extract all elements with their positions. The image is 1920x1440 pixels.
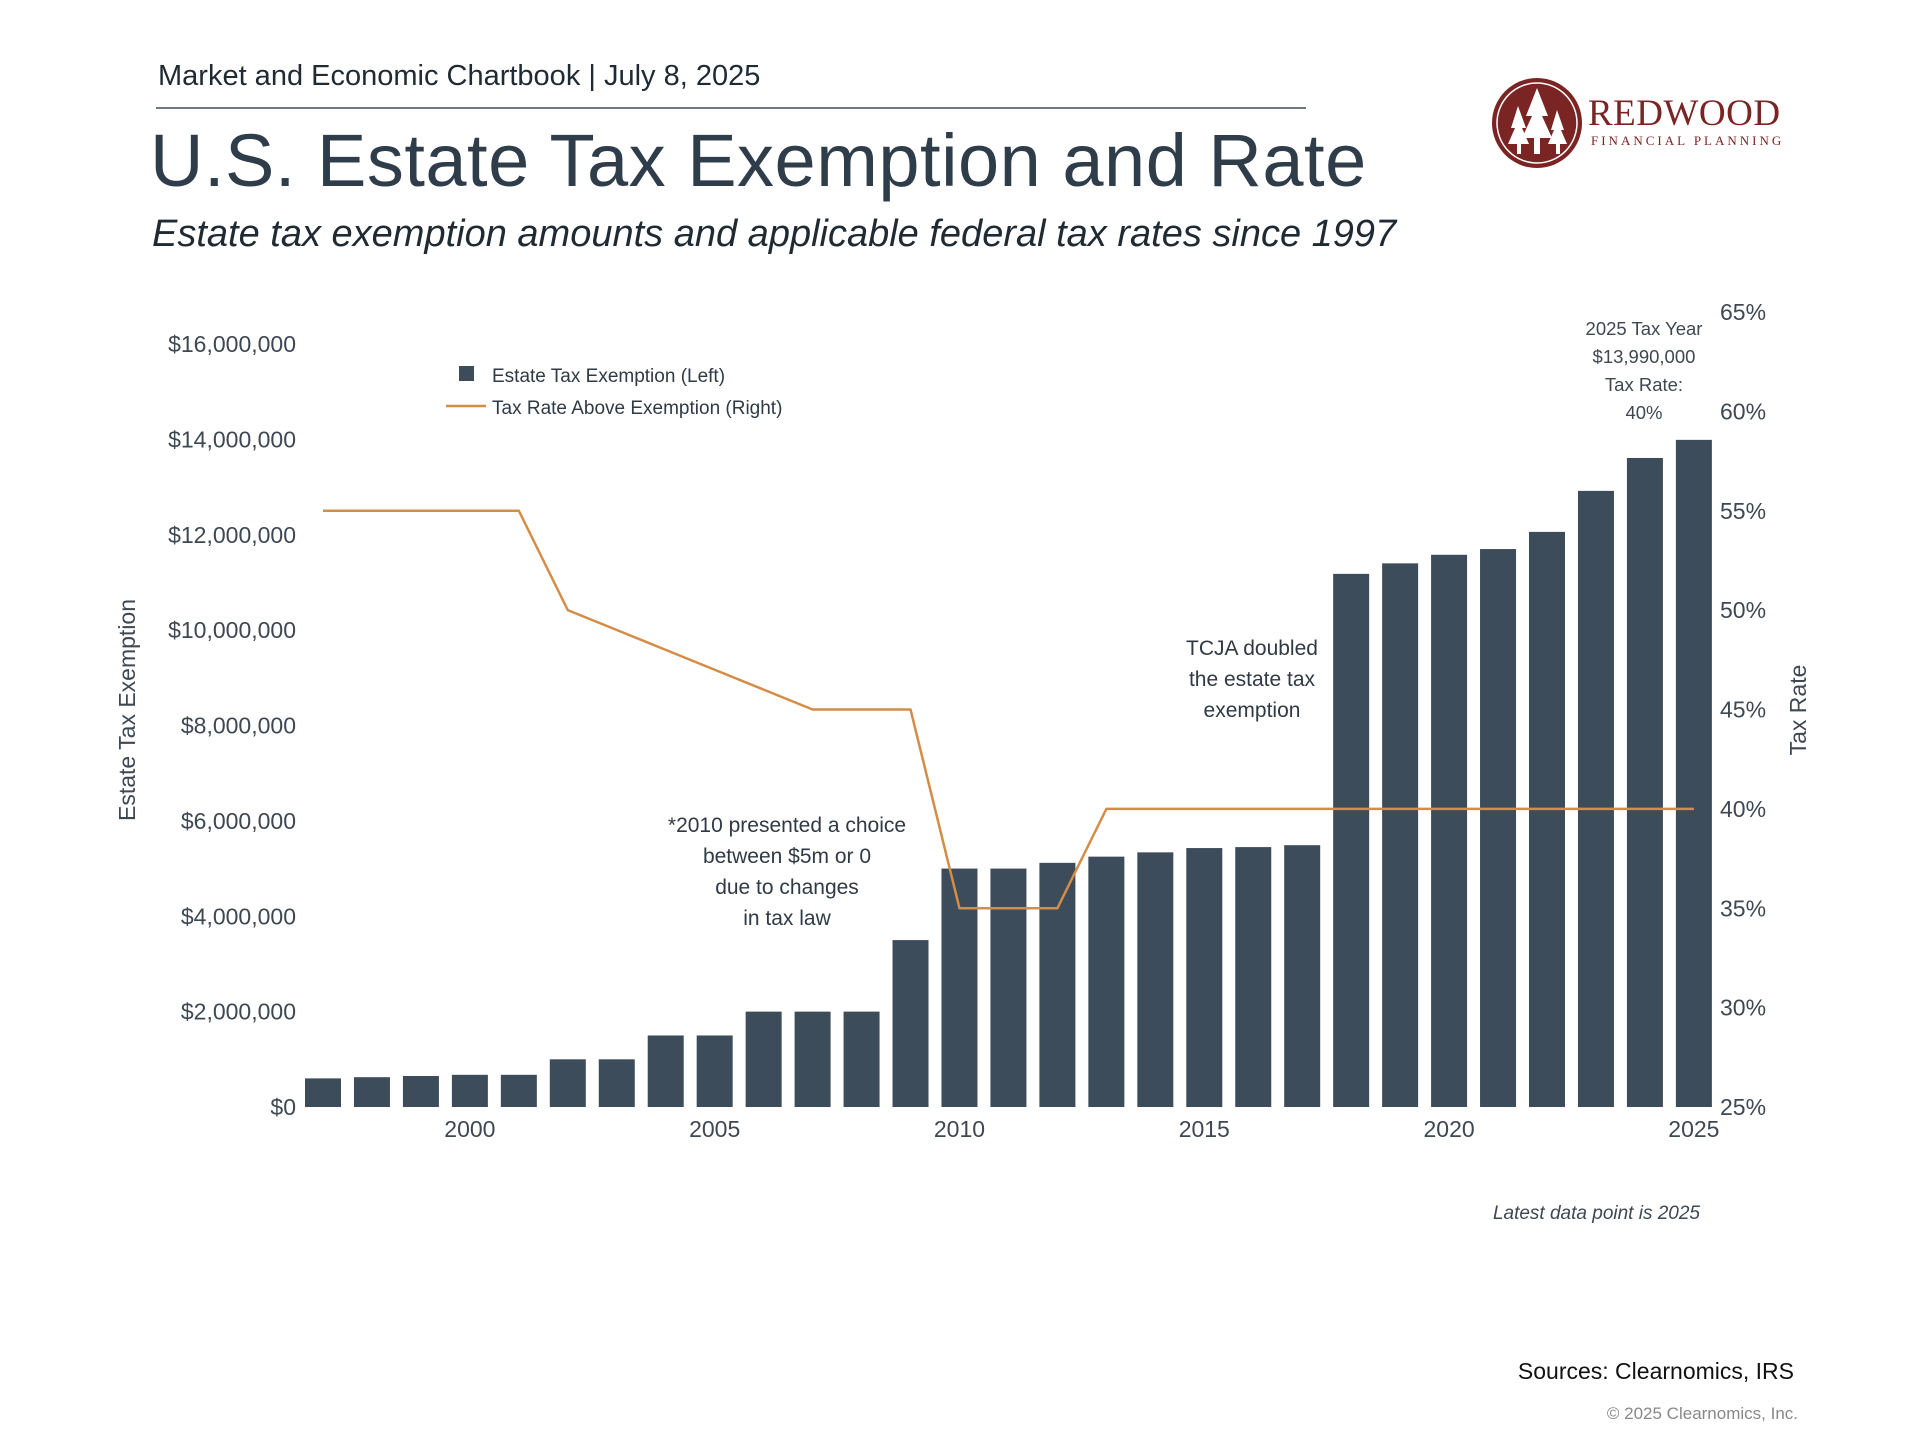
latest-data-note: Latest data point is 2025 (1493, 1203, 1700, 1224)
legend-bar-label: Estate Tax Exemption (Left) (492, 366, 725, 387)
tax-rate-line (323, 509, 1694, 910)
y-right-tick-label: 60% (1720, 398, 1766, 424)
bar-2022 (1529, 531, 1565, 1107)
annotation-tcja: TCJA doubled (1186, 637, 1318, 660)
y-right-tick-label: 25% (1720, 1094, 1766, 1120)
y-left-tick-label: $12,000,000 (168, 522, 296, 548)
y-right-tick-label: 65% (1720, 299, 1766, 325)
bar-1997 (305, 1078, 341, 1107)
bar-2005 (696, 1035, 733, 1107)
annotation-latest: Tax Rate: (1605, 374, 1683, 395)
bar-2012 (1039, 862, 1076, 1107)
annotation-tcja: the estate tax (1189, 668, 1316, 691)
bar-2011 (990, 868, 1027, 1107)
bar-2003 (598, 1059, 635, 1107)
x-tick-label: 2015 (1179, 1116, 1230, 1142)
y-left-tick-label: $8,000,000 (181, 713, 296, 739)
y-right-tick-label: 55% (1720, 498, 1766, 524)
bar-2001 (500, 1074, 537, 1107)
bar-2000 (451, 1074, 488, 1107)
chart-subtitle: Estate tax exemption amounts and applica… (152, 213, 1397, 255)
copyright-note: © 2025 Clearnomics, Inc. (1606, 1404, 1798, 1423)
y-left-tick-label: $0 (270, 1094, 296, 1120)
header-rule (156, 107, 1306, 109)
bar-2002 (549, 1059, 586, 1107)
y-right-tick-label: 50% (1720, 597, 1766, 623)
annotation-latest: 2025 Tax Year (1586, 318, 1703, 339)
logo-wordmark: REDWOOD (1588, 93, 1781, 134)
x-tick-label: 2025 (1668, 1116, 1719, 1142)
bar-2015 (1186, 848, 1223, 1107)
bar-2004 (647, 1035, 684, 1107)
annotation-latest: 40% (1625, 402, 1662, 423)
bar-2006 (745, 1011, 782, 1107)
bar-2020 (1431, 554, 1468, 1107)
legend-line-label: Tax Rate Above Exemption (Right) (492, 398, 782, 419)
y-right-tick-label: 40% (1720, 796, 1766, 822)
publication-header: Market and Economic Chartbook | July 8, … (158, 60, 761, 92)
y-left-tick-label: $16,000,000 (168, 331, 296, 357)
x-tick-label: 2000 (444, 1116, 495, 1142)
y-left-tick-label: $4,000,000 (181, 903, 296, 929)
annotation-tcja: exemption (1204, 699, 1301, 722)
sources-note: Sources: Clearnomics, IRS (1517, 1358, 1794, 1384)
bar-2017 (1284, 845, 1321, 1107)
bar-1998 (353, 1077, 390, 1107)
annotation-2010: due to changes (715, 876, 859, 899)
bar-2009 (892, 940, 929, 1107)
x-tick-label: 2005 (689, 1116, 740, 1142)
bar-2024 (1626, 457, 1663, 1107)
annotation-2010: between $5m or 0 (703, 845, 871, 868)
y-left-tick-label: $6,000,000 (181, 808, 296, 834)
bar-2016 (1235, 847, 1272, 1107)
bar-2013 (1088, 856, 1125, 1107)
bar-2023 (1577, 490, 1614, 1107)
x-tick-label: 2020 (1423, 1116, 1474, 1142)
legend-bar-swatch (459, 366, 474, 381)
bar-2025 (1675, 439, 1712, 1107)
y-right-tick-label: 35% (1720, 895, 1766, 921)
redwood-trees-icon (1492, 78, 1582, 168)
y-left-tick-label: $14,000,000 (168, 426, 296, 452)
y-left-tick-label: $10,000,000 (168, 617, 296, 643)
y-left-tick-label: $2,000,000 (181, 999, 296, 1025)
annotation-2010: *2010 presented a choice (668, 814, 906, 837)
annotation-latest: $13,990,000 (1593, 346, 1696, 367)
bar-2008 (843, 1011, 880, 1107)
bar-2018 (1333, 573, 1370, 1107)
bar-2014 (1137, 852, 1174, 1107)
redwood-logo: REDWOOD FINANCIAL PLANNING (1490, 76, 1790, 176)
bar-2007 (794, 1011, 831, 1107)
bar-2021 (1480, 549, 1517, 1107)
chart-title: U.S. Estate Tax Exemption and Rate (150, 119, 1367, 202)
y-right-tick-label: 30% (1720, 995, 1766, 1021)
y-left-axis-title: Estate Tax Exemption (114, 599, 140, 821)
x-tick-label: 2010 (934, 1116, 985, 1142)
y-right-axis-title: Tax Rate (1785, 665, 1811, 756)
bar-2019 (1382, 563, 1419, 1107)
y-right-tick-label: 45% (1720, 697, 1766, 723)
bar-1999 (402, 1076, 439, 1107)
annotation-2010: in tax law (743, 907, 831, 930)
logo-subtitle: FINANCIAL PLANNING (1591, 133, 1785, 148)
